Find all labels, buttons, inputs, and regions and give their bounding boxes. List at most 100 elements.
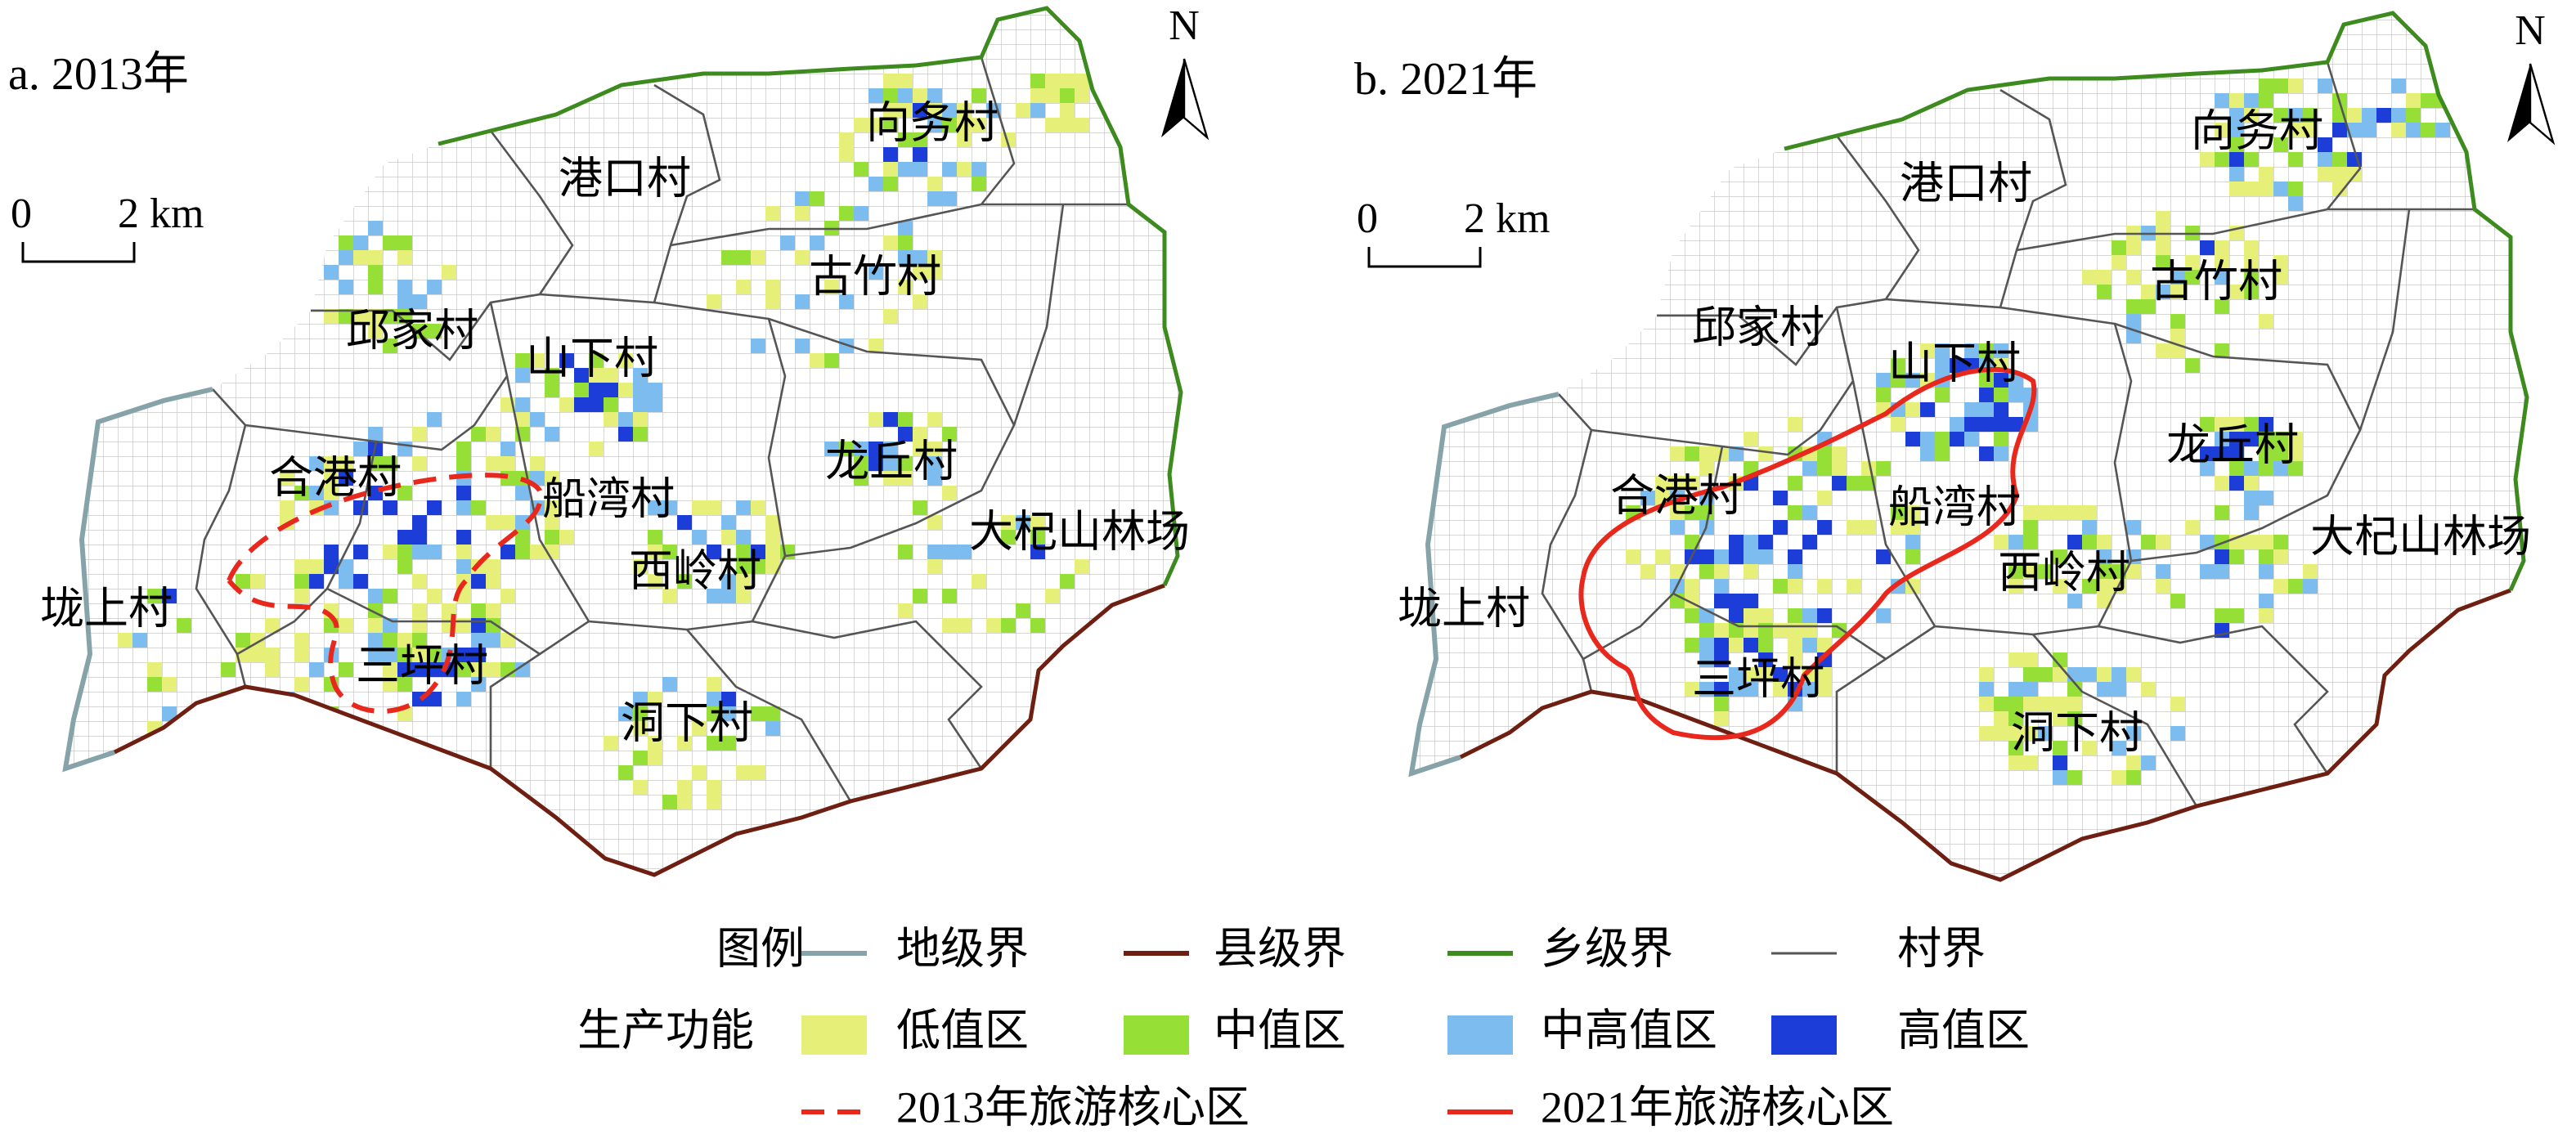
function-cell: [118, 633, 132, 648]
function-cell: [1744, 638, 1758, 652]
function-cell: [824, 353, 839, 368]
function-cell: [589, 368, 604, 383]
function-cell: [2097, 535, 2112, 549]
function-cell: [500, 589, 515, 603]
function-cell: [1905, 549, 1920, 564]
function-cell: [574, 368, 589, 383]
function-cell: [662, 795, 677, 809]
function-cell: [1030, 74, 1045, 88]
function-cell: [1979, 667, 1994, 682]
function-cell: [309, 456, 324, 471]
function-cell: [927, 265, 942, 280]
function-cell: [972, 177, 986, 191]
function-cell: [2200, 152, 2215, 167]
function-cell: [2200, 564, 2215, 579]
function-cell: [868, 118, 883, 132]
function-cell: [1994, 343, 2008, 358]
function-cell: [368, 250, 383, 265]
function-cell: [250, 648, 265, 662]
function-cell: [1670, 505, 1685, 520]
function-cell: [1714, 711, 1729, 726]
function-cell: [368, 618, 383, 633]
function-cell: [898, 74, 913, 88]
function-cell: [2008, 417, 2023, 432]
function-cell: [500, 456, 515, 471]
function-cell: [1030, 530, 1045, 545]
function-cell: [1060, 118, 1075, 132]
function-cell: [883, 309, 898, 324]
function-cell: [2259, 535, 2273, 549]
function-cell: [677, 780, 692, 795]
function-cell: [2112, 255, 2126, 270]
function-cell: [2082, 520, 2097, 535]
function-cell: [2332, 123, 2347, 137]
function-cell: [2244, 93, 2259, 108]
function-cell: [486, 559, 500, 574]
function-cell: [2185, 520, 2200, 535]
function-cell: [1788, 564, 1802, 579]
function-cell: [515, 662, 530, 677]
function-cell: [2244, 461, 2259, 476]
function-cell: [2053, 667, 2067, 682]
function-cell: [1994, 726, 2008, 741]
function-cell: [913, 427, 927, 442]
function-cell: [486, 456, 500, 471]
function-cell: [751, 338, 765, 353]
function-cell: [2053, 505, 2067, 520]
function-cell: [2008, 388, 2023, 402]
function-cell: [707, 780, 721, 795]
function-cell: [368, 633, 383, 648]
function-cell: [942, 103, 957, 118]
function-cell: [751, 706, 765, 721]
village-boundary: [752, 620, 983, 769]
function-cell: [2053, 770, 2067, 785]
function-cell: [883, 235, 898, 250]
function-cell: [662, 545, 677, 559]
function-cell: [2259, 182, 2273, 196]
function-cell: [2023, 755, 2038, 770]
function-cell: [1744, 549, 1758, 564]
village-label: 垅上村: [1398, 584, 1530, 633]
function-cell: [1655, 549, 1670, 564]
function-cell: [1935, 358, 1950, 373]
function-cell: [883, 88, 898, 103]
function-cell: [1847, 520, 1861, 535]
function-cell: [2332, 152, 2347, 167]
function-cell: [1045, 589, 1060, 603]
village-label: 大杞山林场: [2310, 512, 2531, 561]
function-cell: [1920, 446, 1935, 461]
scale-zero: 0: [11, 190, 32, 237]
function-cell: [2067, 505, 2082, 520]
township-boundary: [438, 6, 1183, 587]
function-cell: [2053, 755, 2067, 770]
function-cell: [2023, 667, 2038, 682]
function-cell: [927, 471, 942, 486]
legend-fill-swatch: [1447, 1015, 1513, 1055]
function-cell: [2126, 240, 2141, 255]
function-cell: [559, 530, 574, 545]
function-cell: [633, 706, 648, 721]
function-cell: [1758, 608, 1773, 623]
function-cell: [383, 500, 397, 515]
village-boundary: [980, 56, 1016, 205]
function-cell: [2421, 123, 2435, 137]
function-cell: [412, 324, 427, 338]
function-cell: [2156, 211, 2170, 226]
function-cell: [2244, 270, 2259, 285]
function-cell: [633, 368, 648, 383]
function-cell: [1699, 652, 1714, 667]
legend-label: 2013年旅游核心区: [896, 1082, 1250, 1132]
function-cell: [339, 250, 353, 265]
function-cell: [1075, 118, 1089, 132]
function-cell: [2303, 123, 2318, 137]
function-cell: [412, 648, 427, 662]
function-cell: [1935, 388, 1950, 402]
function-cell: [2008, 711, 2023, 726]
function-cell: [1045, 88, 1060, 103]
function-cell: [1758, 667, 1773, 682]
function-cell: [1655, 476, 1670, 491]
function-cell: [1979, 682, 1994, 697]
village-label: 垅上村: [40, 584, 173, 633]
function-cell: [824, 442, 839, 456]
function-cell: [795, 191, 810, 206]
